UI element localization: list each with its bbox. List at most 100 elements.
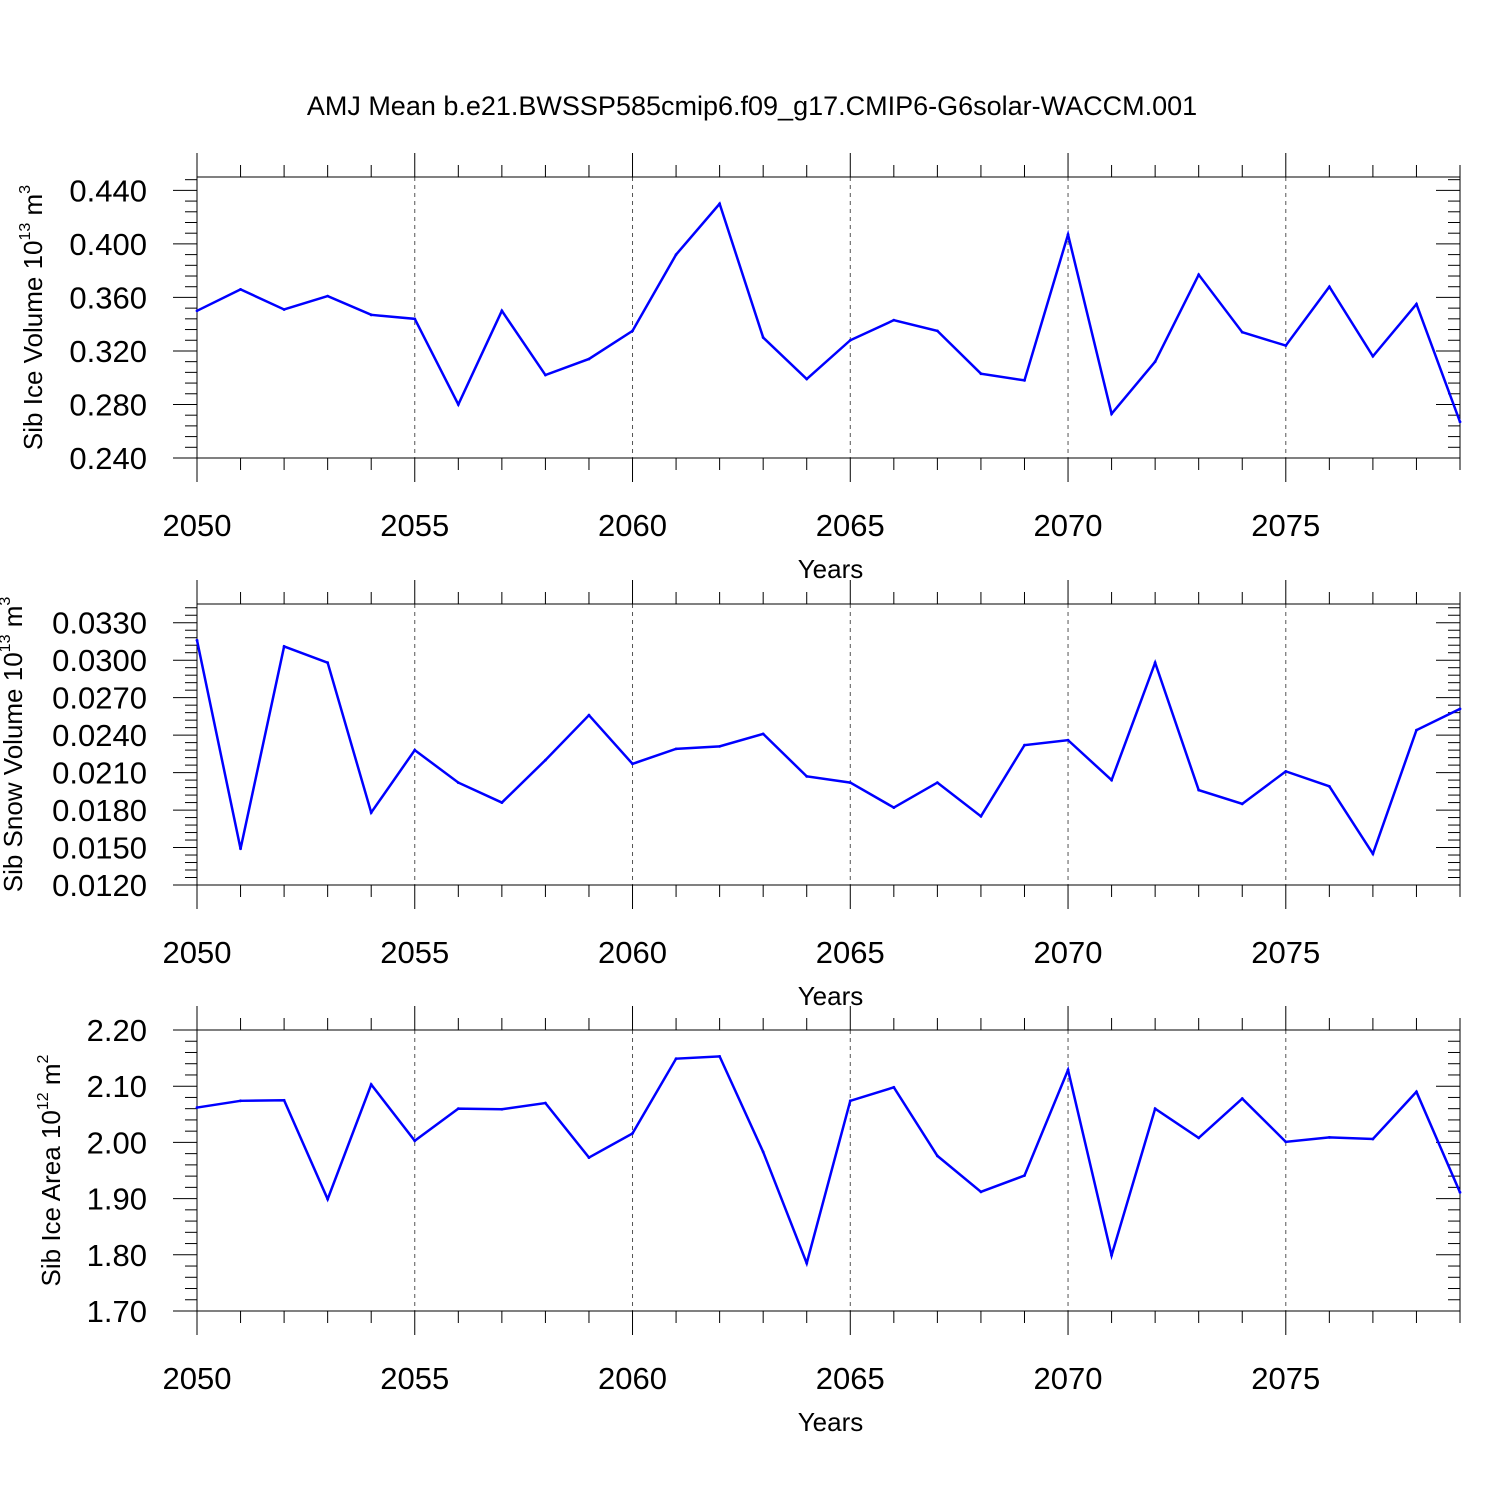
data-point: [282, 645, 286, 648]
x-tick-label: 2060: [598, 935, 667, 970]
data-point: [1371, 354, 1375, 358]
data-point: [587, 1156, 591, 1159]
x-tick-label: 2050: [163, 1361, 232, 1396]
data-point: [326, 294, 330, 298]
data-point: [1415, 302, 1418, 306]
y-tick-label: 0.0180: [52, 793, 147, 828]
data-point: [239, 847, 242, 851]
data-point: [848, 338, 852, 342]
data-point: [1284, 344, 1288, 347]
data-point: [456, 403, 460, 406]
x-tick-label: 2070: [1034, 1361, 1103, 1396]
y-tick-label: 0.0270: [52, 681, 147, 716]
data-point: [1240, 1097, 1244, 1100]
y-axis-label-unit-exponent: 3: [17, 185, 34, 194]
x-tick-label: 2065: [816, 1361, 885, 1396]
data-point: [1110, 778, 1113, 782]
data-point: [195, 309, 199, 313]
y-axis-label-exponent: 13: [17, 223, 34, 241]
x-tick-label: 2070: [1034, 508, 1103, 543]
data-point: [805, 1261, 809, 1265]
y-axis-label-exponent: 12: [35, 1092, 52, 1110]
data-point: [456, 781, 460, 784]
figure-title: AMJ Mean b.e21.BWSSP585cmip6.f09_g17.CMI…: [307, 91, 1197, 121]
data-point: [718, 202, 722, 206]
y-tick-label: 0.0300: [52, 643, 147, 678]
data-point: [935, 329, 939, 333]
x-axis-label: Years: [798, 981, 864, 1011]
data-point: [326, 1197, 330, 1201]
data-point: [1197, 788, 1201, 792]
x-axis-label: Years: [798, 1407, 864, 1437]
data-point: [674, 747, 678, 751]
data-point: [369, 811, 373, 814]
y-axis-label-unit: m: [36, 1063, 66, 1092]
y-tick-label: 0.0210: [52, 756, 147, 791]
data-point: [1197, 273, 1201, 277]
data-point: [1240, 330, 1244, 334]
data-point: [761, 732, 765, 736]
plot-frame: [196, 176, 1461, 459]
data-point: [892, 806, 896, 809]
y-tick-label: 0.0150: [52, 831, 147, 866]
x-tick-label: 2070: [1034, 935, 1103, 970]
data-point: [1066, 738, 1070, 742]
data-point: [979, 1190, 983, 1194]
data-point: [631, 1132, 634, 1135]
data-point: [587, 357, 591, 361]
y-axis-label-unit-exponent: 3: [0, 597, 14, 606]
x-tick-label: 2075: [1251, 1361, 1320, 1396]
y-tick-label: 2.20: [87, 1013, 147, 1048]
y-axis-label-unit-exponent: 2: [35, 1054, 52, 1063]
data-point: [326, 661, 330, 665]
y-axis-label-unit: m: [0, 606, 28, 635]
data-point: [1153, 360, 1157, 364]
data-point: [500, 801, 504, 804]
data-point: [674, 253, 678, 257]
data-point: [1458, 1191, 1462, 1194]
data-point: [805, 377, 809, 381]
data-point: [1415, 728, 1418, 732]
data-point: [1153, 1107, 1157, 1111]
data-point: [848, 1099, 852, 1103]
data-point: [1458, 420, 1462, 424]
y-tick-label: 0.280: [69, 387, 147, 422]
data-point: [369, 313, 373, 317]
data-point: [587, 713, 591, 717]
data-point: [1023, 1174, 1026, 1177]
x-tick-label: 2075: [1251, 935, 1320, 970]
data-point: [1327, 285, 1331, 289]
data-point: [674, 1057, 678, 1061]
y-tick-label: 2.10: [87, 1069, 147, 1104]
x-tick-label: 2055: [380, 1361, 449, 1396]
data-point: [805, 774, 809, 778]
data-point: [892, 318, 896, 322]
chart-panel-2: 2050 2055 2060 2065 2070 2075 Years 0.01200.015…: [0, 580, 1462, 1011]
data-point: [631, 762, 634, 766]
y-tick-label: 0.0120: [52, 868, 147, 903]
data-point: [456, 1107, 460, 1111]
data-point: [239, 1099, 242, 1103]
data-point: [1284, 1140, 1288, 1144]
data-point: [979, 814, 983, 818]
x-tick-label: 2050: [163, 508, 232, 543]
y-axis-label: Sib Ice Volume 1013 m3: [17, 185, 48, 450]
y-tick-label: 0.0330: [52, 606, 147, 641]
y-tick-label: 1.80: [87, 1238, 147, 1273]
x-tick-label: 2050: [163, 935, 232, 970]
series-line: [196, 201, 1462, 423]
chart-panel-1: 2050 2055 2060 2065 2070 2075 Years 0.240 0.280 0…: [17, 153, 1462, 584]
y-tick-label: 1.70: [87, 1294, 147, 1329]
data-point: [195, 1106, 199, 1109]
data-point: [1327, 784, 1331, 788]
x-tick-label: 2055: [380, 508, 449, 543]
data-point: [1066, 1068, 1070, 1072]
y-axis-label: Sib Snow Volume 1013 m3: [0, 597, 28, 893]
data-point: [413, 748, 417, 752]
data-point: [1153, 661, 1157, 665]
data-point: [500, 309, 504, 313]
y-tick-label: 0.240: [69, 441, 147, 476]
data-point: [1284, 769, 1288, 773]
